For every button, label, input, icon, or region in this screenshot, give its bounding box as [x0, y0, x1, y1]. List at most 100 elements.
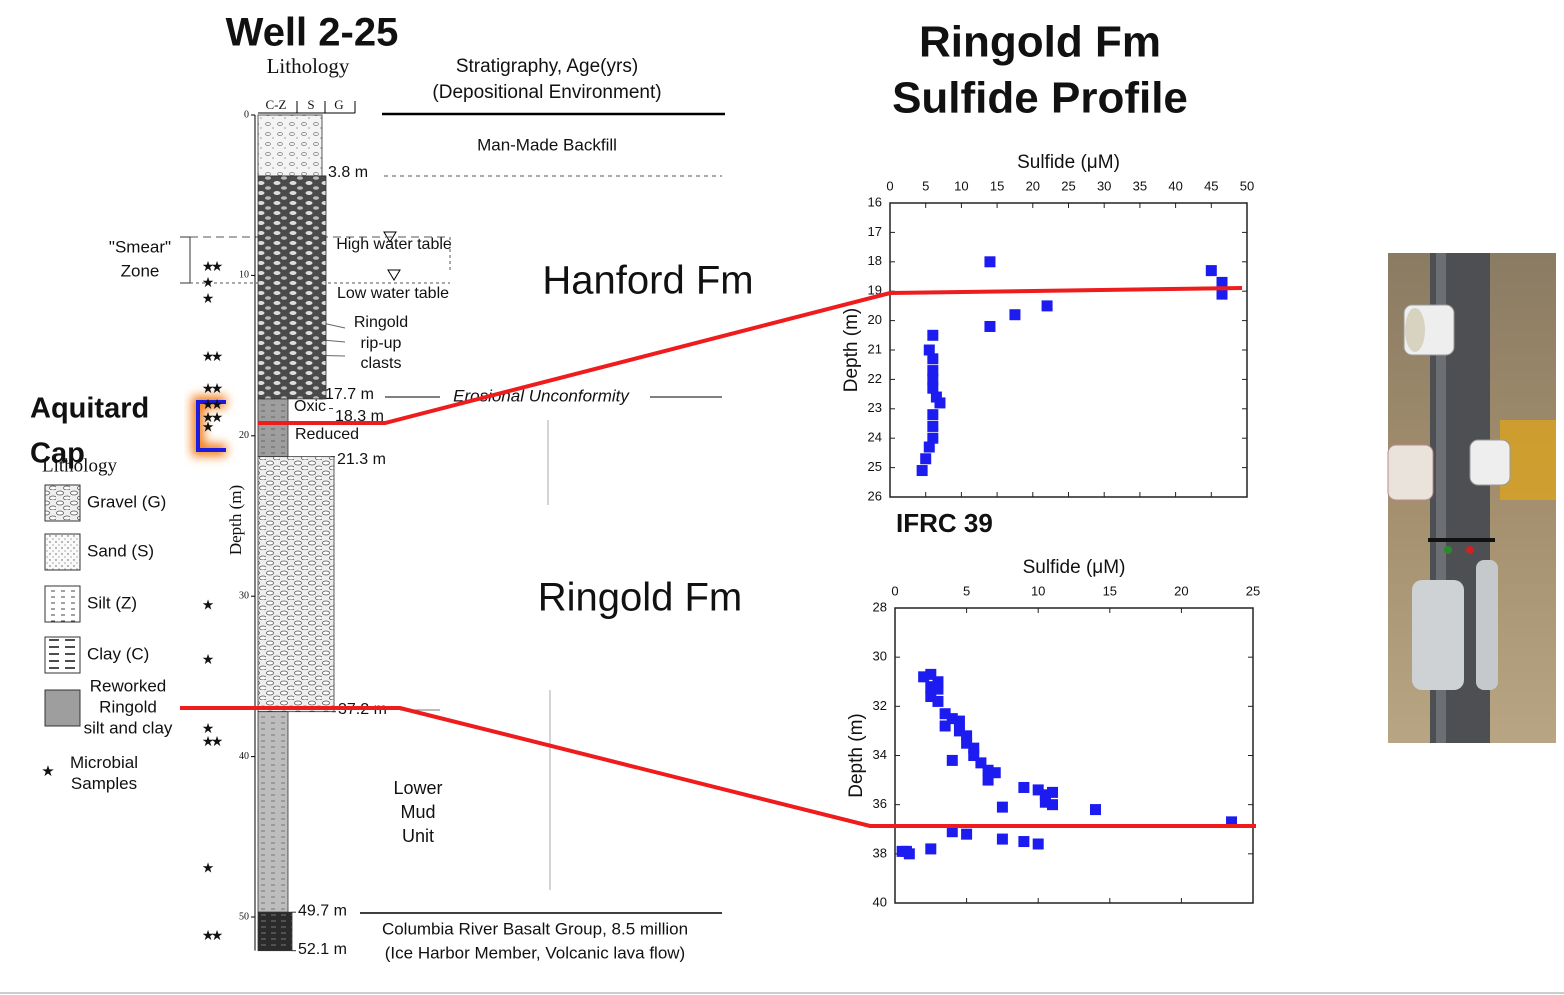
data-point: [923, 344, 935, 356]
data-point: [953, 725, 965, 737]
y-tick-label: 30: [873, 649, 887, 664]
data-point: [961, 828, 973, 840]
data-point: [1047, 786, 1059, 798]
depth-tick-label: 10: [239, 270, 249, 281]
unit-label: clasts: [361, 355, 402, 372]
microbial-sample: ★: [202, 597, 215, 613]
x-tick-label: 30: [1097, 178, 1111, 193]
legend-label: silt and clay: [84, 718, 173, 737]
y-tick-label: 25: [868, 459, 882, 474]
microbial-sample: ★: [211, 409, 224, 425]
data-point: [927, 329, 939, 341]
lithology-layer: [257, 911, 293, 952]
aquitard-bracket: [196, 400, 226, 452]
data-point: [996, 833, 1008, 845]
unit-label: Lower: [393, 778, 442, 798]
microbial-sample: ★: [202, 651, 215, 667]
data-point: [984, 320, 996, 332]
y-tick-label: 21: [868, 341, 882, 356]
x-tick-label: 20: [1174, 583, 1188, 598]
microbial-sample: ★: [202, 733, 215, 749]
microbial-sample: ★: [202, 396, 215, 412]
x-tick-label: 25: [1246, 583, 1260, 598]
data-point: [996, 801, 1008, 813]
data-point: [925, 843, 937, 855]
legend-swatch: [44, 585, 81, 623]
x-tick-label: 0: [886, 178, 893, 193]
x-axis-label: Sulfide (μM): [1017, 152, 1120, 173]
data-point: [939, 720, 951, 732]
stratigraphy-heading: (Depositional Environment): [432, 82, 661, 103]
data-point: [961, 730, 973, 742]
data-point: [920, 453, 932, 465]
data-point: [953, 715, 965, 727]
connector-line: [258, 286, 1243, 425]
data-point: [1032, 784, 1044, 796]
profile-title: Ringold Fm: [919, 18, 1161, 67]
y-tick-label: 32: [873, 698, 887, 713]
x-tick-label: 15: [1103, 583, 1117, 598]
data-point: [934, 397, 946, 409]
data-point: [932, 695, 944, 707]
y-tick-label: 34: [873, 747, 887, 762]
plot-frame: [889, 202, 1248, 498]
y-tick-label: 24: [868, 430, 882, 445]
unit-label: Reduced: [295, 426, 359, 443]
smear-bracket: [180, 236, 191, 284]
data-point: [932, 676, 944, 688]
y-tick-label: 20: [868, 312, 882, 327]
aquitard-label: Cap: [30, 438, 85, 470]
lithology-layer: [257, 456, 335, 713]
x-tick-label: 10: [954, 178, 968, 193]
data-point: [1032, 838, 1044, 850]
microbial-sample: ★: [211, 258, 224, 274]
grain-column: S: [307, 97, 314, 112]
microbial-sample: ★: [211, 396, 224, 412]
x-tick-label: 0: [891, 583, 898, 598]
unit-label: (Ice Harbor Member, Volcanic lava flow): [385, 943, 685, 962]
depth-tick-label: 30: [239, 590, 249, 601]
x-tick-label: 20: [1026, 178, 1040, 193]
x-axis-label: Sulfide (μM): [1023, 557, 1126, 578]
data-point: [984, 256, 996, 268]
microbial-sample: ★: [202, 274, 215, 290]
y-axis-label: Depth (m): [841, 308, 862, 392]
legend-title: Lithology: [42, 455, 117, 476]
data-point: [925, 691, 937, 702]
x-tick-label: 15: [990, 178, 1004, 193]
microbial-sample: ★: [202, 860, 215, 876]
legend-swatch: [44, 484, 81, 522]
x-tick-label: 45: [1204, 178, 1218, 193]
data-point: [923, 441, 935, 453]
formation-label: Hanford Fm: [542, 259, 753, 303]
legend-label: Clay (C): [87, 644, 149, 663]
data-point: [1018, 836, 1030, 848]
data-point: [982, 774, 994, 786]
unit-label: Columbia River Basalt Group, 8.5 million: [382, 919, 688, 938]
microbial-sample: ★: [202, 380, 215, 396]
data-point: [968, 742, 980, 754]
microbial-sample: ★: [211, 927, 224, 943]
depth-marker-label: 52.1 m: [298, 941, 347, 958]
data-point: [927, 373, 939, 385]
data-point: [946, 826, 958, 838]
smear-zone-label: "Smear": [109, 237, 171, 256]
y-tick-label: 28: [873, 599, 887, 614]
data-point: [946, 713, 958, 725]
y-tick-label: 23: [868, 400, 882, 415]
legend-label: Ringold: [99, 697, 157, 716]
depth-marker-label: 17.7 m: [325, 386, 374, 403]
unit-label: Unit: [402, 826, 434, 846]
unit-label: Erosional Unconformity: [453, 386, 630, 405]
data-point: [1216, 276, 1228, 288]
data-point: [1041, 300, 1053, 312]
microbial-sample: ★: [202, 348, 215, 364]
unit-label: Low water table: [337, 285, 449, 302]
data-point: [927, 365, 939, 377]
data-point: [927, 420, 939, 432]
data-point: [925, 668, 937, 680]
data-point: [925, 681, 937, 693]
x-tick-label: 25: [1061, 178, 1075, 193]
